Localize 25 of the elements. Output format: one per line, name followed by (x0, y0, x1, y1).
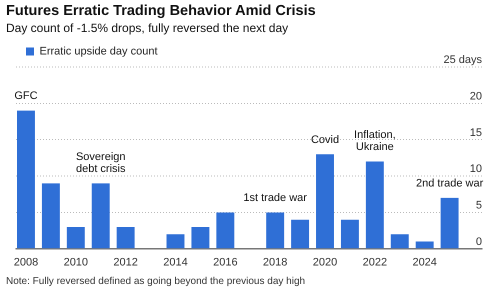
annotation: Sovereign debt crisis (76, 150, 126, 175)
x-tick-label: 2018 (262, 256, 288, 268)
x-tick-label: 2020 (312, 256, 338, 268)
x-tick-label: 2012 (113, 256, 138, 268)
annotation: GFC (14, 90, 38, 102)
y-tick-label: 5 (476, 199, 482, 212)
text: Note: Fully reversed defined as going beyond the previous day high (6, 276, 306, 287)
annotation: Covid (310, 134, 340, 146)
legend-label: Erratic upside day count (40, 46, 158, 58)
x-tick-label: 2016 (213, 256, 238, 268)
y-tick-label: 25 days (443, 54, 482, 66)
y-tick-label: 20 (470, 90, 482, 102)
y-tick-label: 10 (470, 163, 482, 176)
x-tick-label: 2024 (412, 256, 437, 268)
chart-title: Futures Erratic Trading Behavior Amid Crisis (6, 3, 316, 19)
chart-subtitle: Day count of -1.5% drops, fully reversed the next day (6, 21, 288, 35)
x-tick-label: 2010 (64, 256, 88, 268)
y-tick-label: 15 (470, 126, 482, 139)
y-tick-label: 0 (476, 236, 482, 248)
annotation: Inflation, Ukraine (354, 129, 396, 154)
x-tick-label: 2014 (163, 256, 188, 268)
x-tick-label: 2022 (362, 256, 388, 268)
annotation: 2nd trade war (416, 177, 484, 190)
x-tick-label: 2008 (14, 256, 38, 268)
annotation: 1st trade war (243, 192, 308, 204)
